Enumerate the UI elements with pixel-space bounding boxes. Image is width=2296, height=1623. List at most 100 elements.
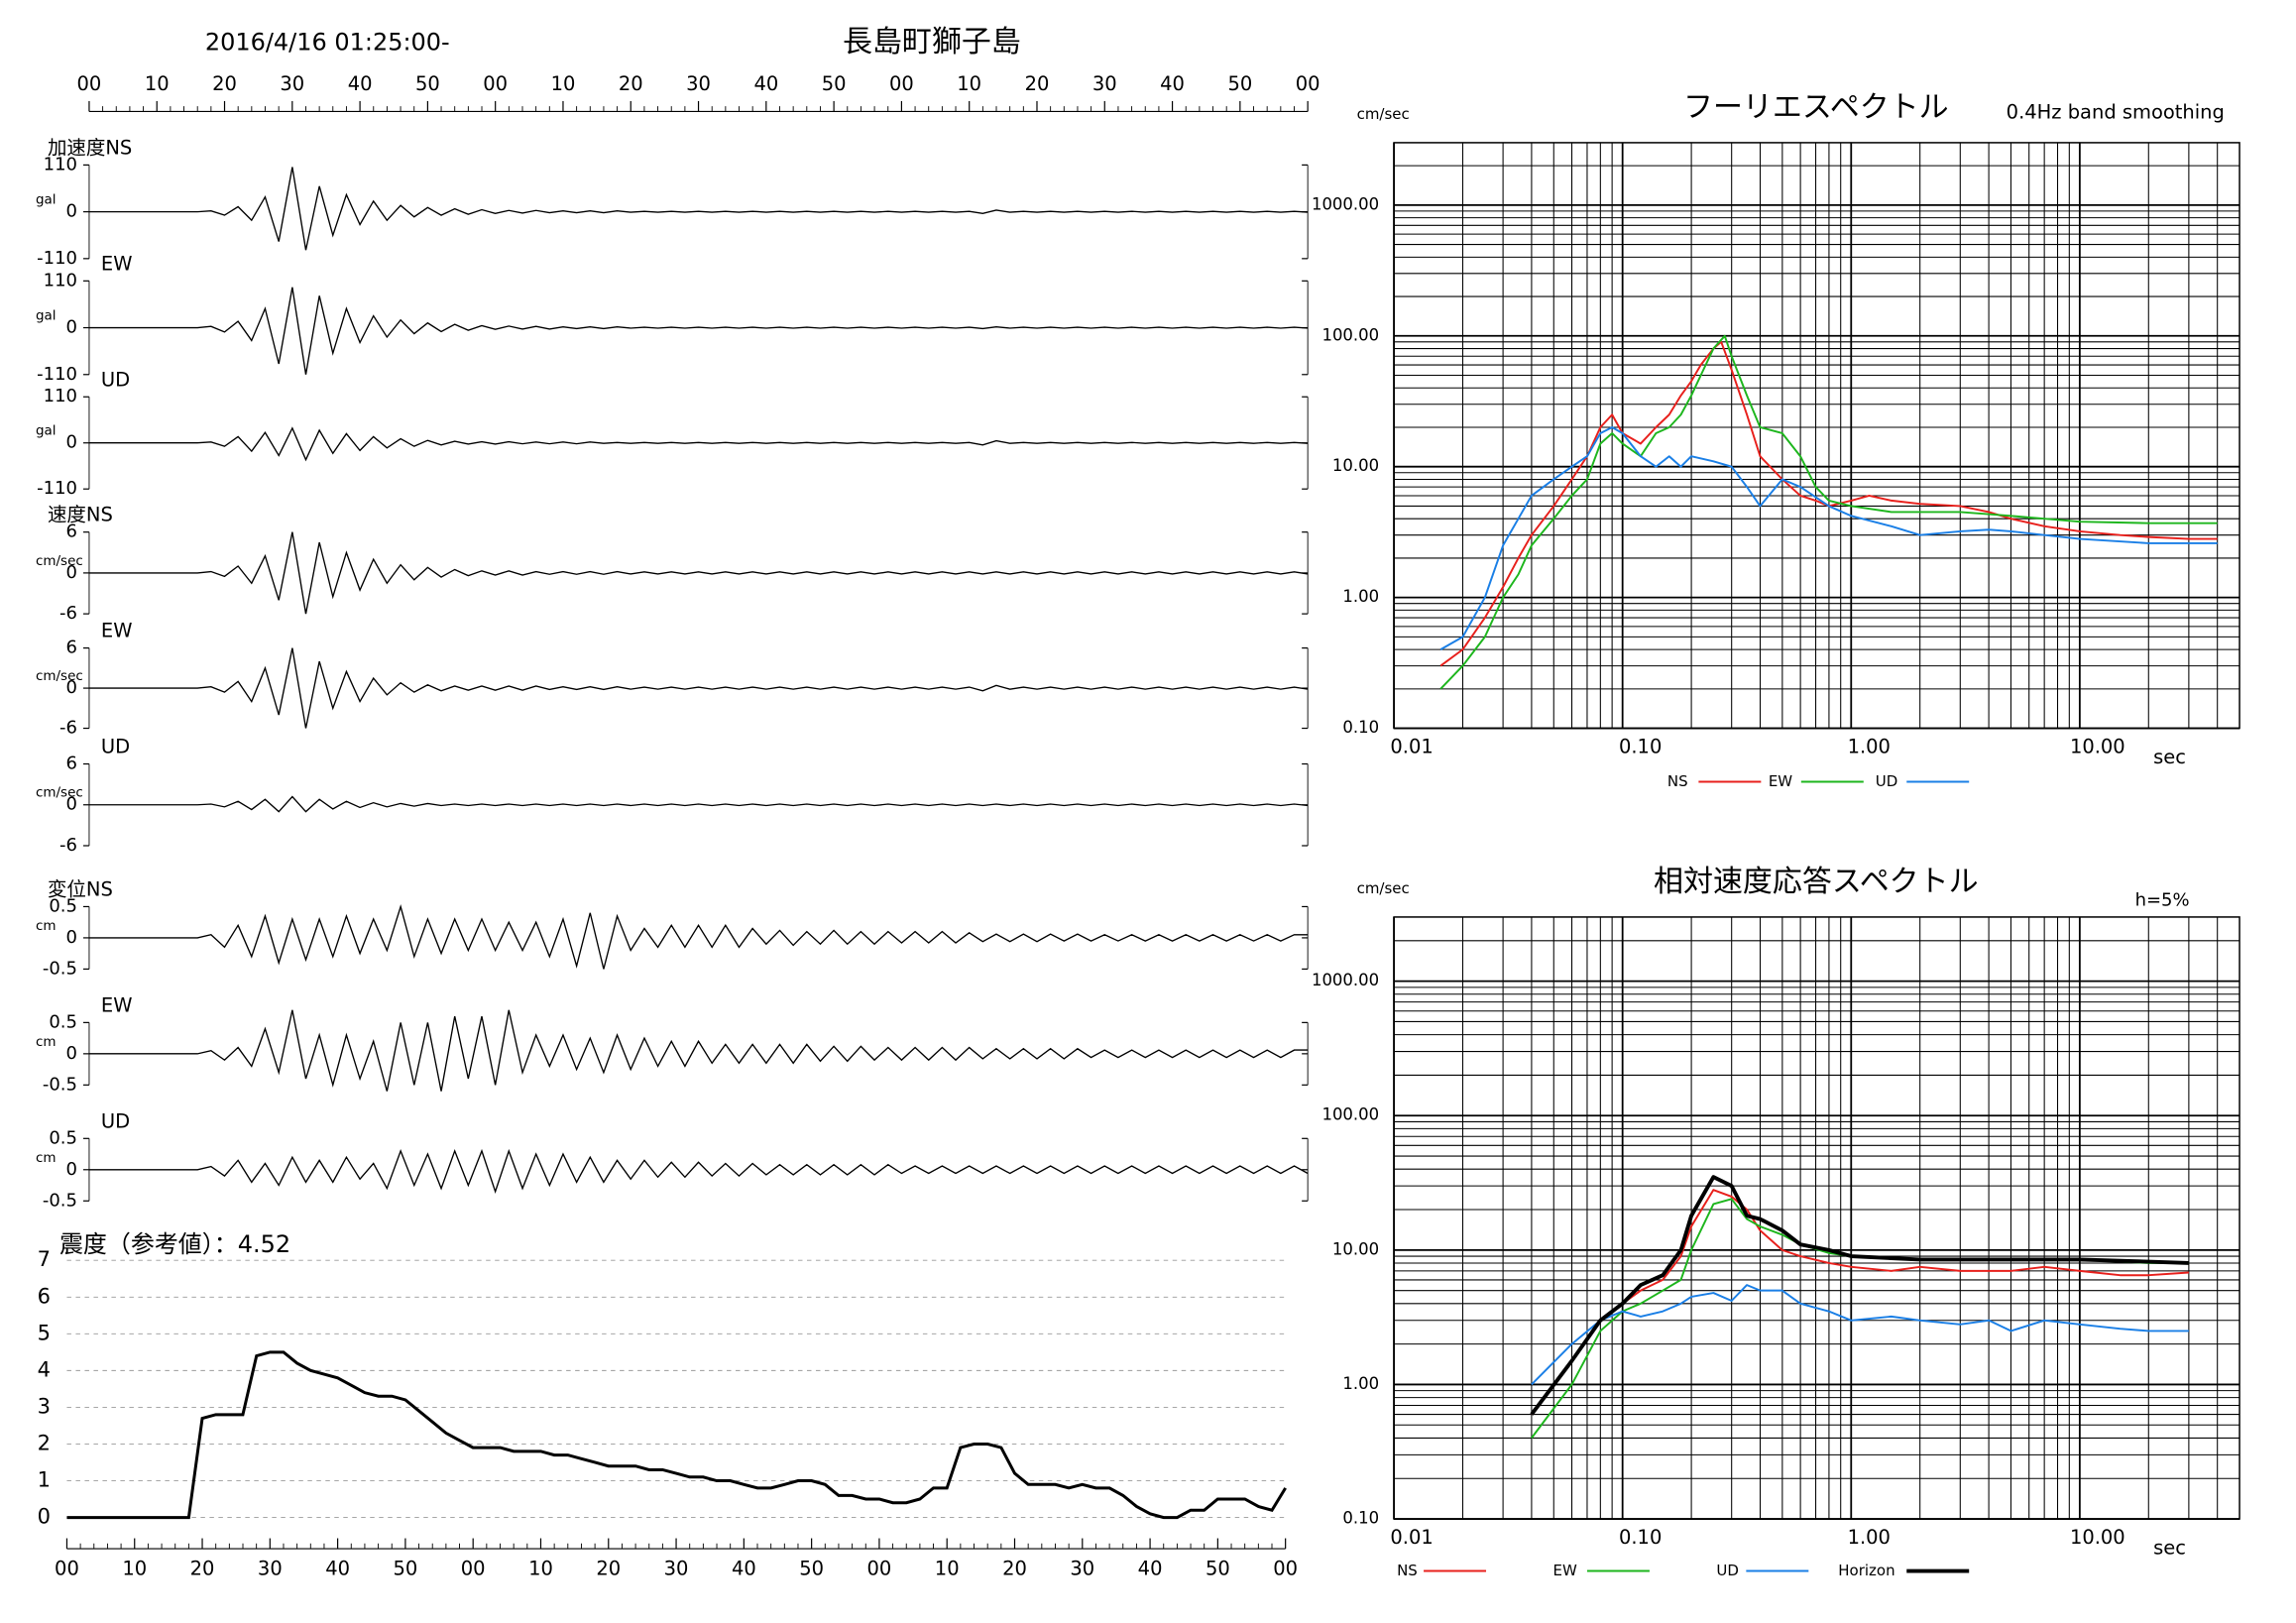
y-tick-label: 0.10 — [1342, 1509, 1379, 1528]
x-tick-label: 0.10 — [1619, 1526, 1662, 1549]
y-axis-label: cm — [36, 1150, 57, 1166]
x-tick-label: 00 — [483, 72, 508, 95]
y-tick-label: 0 — [66, 1159, 77, 1180]
x-tick-label: 10 — [935, 1558, 960, 1580]
y-axis-label: gal — [36, 308, 57, 324]
y-tick-label: 100.00 — [1321, 325, 1379, 344]
x-tick-label: 20 — [619, 72, 643, 95]
x-tick-label: 50 — [394, 1558, 418, 1580]
y-tick-label: 0 — [66, 927, 77, 948]
spectrum-line — [1439, 334, 2218, 690]
x-tick-label: 50 — [1227, 72, 1252, 95]
legend-label: UD — [1876, 772, 1898, 790]
y-tick-label: 0 — [66, 317, 77, 338]
y-tick-label: -110 — [37, 478, 77, 499]
trace-name: UD — [101, 368, 130, 391]
waveform — [88, 904, 1309, 970]
x-tick-label: 10 — [957, 72, 981, 95]
trace-name: EW — [101, 620, 133, 642]
y-axis-label: cm/sec — [36, 553, 83, 569]
x-tick-label: 50 — [415, 72, 440, 95]
x-tick-label: 10.00 — [2070, 736, 2125, 758]
chart-title: 震度（参考値）：4.52 — [59, 1230, 290, 1258]
minor-ticks — [102, 106, 1295, 112]
y-tick-label: 6 — [38, 1284, 51, 1308]
x-tick-label: 00 — [867, 1558, 892, 1580]
y-tick-label: 0 — [66, 1043, 77, 1064]
y-tick-label: 1 — [38, 1468, 51, 1492]
x-axis-label: sec — [2153, 1537, 2186, 1560]
y-tick-label: 0.5 — [49, 1127, 77, 1148]
y-tick-label: -110 — [37, 364, 77, 385]
y-tick-label: 1000.00 — [1312, 194, 1379, 213]
x-tick-label: 20 — [1002, 1558, 1027, 1580]
x-tick-label: 50 — [822, 72, 847, 95]
y-tick-label: 110 — [44, 270, 77, 290]
chart-title: フーリエスペクトル — [1683, 90, 1949, 125]
x-tick-label: 0.10 — [1619, 736, 1662, 758]
chart-subtitle: 0.4Hz band smoothing — [2007, 100, 2225, 123]
waveform — [88, 1009, 1309, 1092]
y-tick-label: 10.00 — [1332, 456, 1379, 475]
waveform — [88, 287, 1309, 375]
x-tick-label: 30 — [1092, 72, 1117, 95]
chart-title: 相対速度応答スペクトル — [1654, 865, 1979, 899]
x-tick-label: 40 — [348, 72, 373, 95]
x-tick-label: 0.01 — [1390, 736, 1433, 758]
y-axis-label: cm/sec — [1357, 105, 1410, 123]
y-tick-label: 0 — [66, 794, 77, 815]
y-tick-label: 1.00 — [1342, 587, 1379, 606]
x-tick-label: 30 — [686, 72, 711, 95]
y-tick-label: 0 — [66, 677, 77, 698]
y-tick-label: 2 — [38, 1431, 51, 1454]
waveform — [88, 426, 1309, 462]
x-tick-label: 50 — [799, 1558, 824, 1580]
y-tick-label: 0.5 — [49, 1011, 77, 1032]
x-tick-label: 30 — [1070, 1558, 1094, 1580]
x-tick-label: 00 — [889, 72, 914, 95]
legend-label: EW — [1552, 1562, 1576, 1579]
x-tick-label: 20 — [190, 1558, 215, 1580]
y-tick-label: -0.5 — [43, 1074, 77, 1095]
y-tick-label: -6 — [59, 835, 77, 856]
x-tick-label: 40 — [753, 72, 778, 95]
x-tick-label: 30 — [664, 1558, 689, 1580]
y-tick-label: -110 — [37, 248, 77, 269]
trace-name: UD — [101, 1109, 130, 1132]
trace-name: 変位NS — [48, 877, 113, 900]
x-tick-label: 10 — [528, 1558, 553, 1580]
x-tick-label: 00 — [1296, 72, 1320, 95]
waveform — [88, 167, 1309, 251]
y-tick-label: 6 — [66, 754, 77, 774]
y-axis-label: cm — [36, 1034, 57, 1050]
y-axis-label: cm/sec — [36, 785, 83, 801]
x-tick-label: 40 — [325, 1558, 350, 1580]
y-tick-label: 0 — [38, 1505, 51, 1529]
x-tick-label: 00 — [461, 1558, 486, 1580]
x-tick-label: 40 — [1160, 72, 1185, 95]
legend-label: NS — [1397, 1562, 1418, 1579]
x-tick-label: 30 — [258, 1558, 283, 1580]
y-tick-label: 0 — [66, 562, 77, 583]
trace-name: EW — [101, 993, 133, 1016]
x-tick-label: 10 — [145, 72, 170, 95]
datetime: 2016/4/16 01:25:00- — [205, 28, 450, 56]
waveform — [88, 1148, 1309, 1194]
y-tick-label: 110 — [44, 386, 77, 406]
x-tick-label: 00 — [55, 1558, 79, 1580]
y-axis-label: gal — [36, 192, 57, 208]
y-tick-label: 6 — [66, 522, 77, 542]
spectrum-line — [1439, 426, 2218, 650]
trace-name: EW — [101, 252, 133, 275]
legend-label: UD — [1716, 1562, 1739, 1579]
y-axis-label: cm/sec — [1357, 879, 1410, 897]
x-tick-label: 20 — [212, 72, 237, 95]
annotation: h=5% — [2135, 889, 2190, 910]
waveform — [88, 531, 1309, 615]
y-tick-label: -6 — [59, 603, 77, 624]
spectrum-line — [1531, 1198, 2189, 1439]
spectrum-line — [1531, 1284, 2189, 1386]
x-tick-label: 1.00 — [1848, 736, 1891, 758]
legend-label: NS — [1667, 772, 1688, 790]
spectrum-line — [1531, 1189, 2189, 1416]
